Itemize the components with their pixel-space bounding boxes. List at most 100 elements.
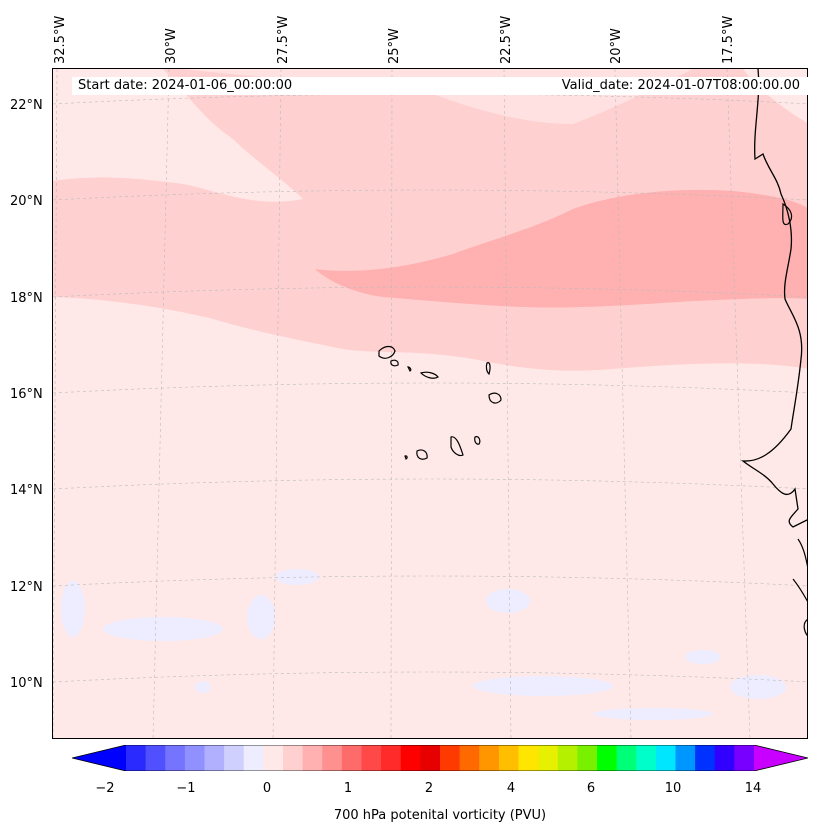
parallel bbox=[53, 671, 807, 683]
valid-date-text: Valid_date: 2024-01-07T08:00:00.00 bbox=[561, 78, 800, 93]
colorbar-segment bbox=[283, 745, 304, 771]
lon-label: 20°W bbox=[609, 28, 624, 64]
lat-label: 12°N bbox=[10, 580, 43, 595]
colorbar-segment bbox=[302, 745, 323, 771]
pv-field-negative bbox=[685, 650, 721, 664]
pv-field-negative bbox=[730, 675, 786, 699]
colorbar-segment bbox=[675, 745, 696, 771]
colorbar bbox=[72, 745, 808, 771]
colorbar-segment bbox=[636, 745, 657, 771]
pv-field-lighter bbox=[53, 69, 303, 202]
island bbox=[404, 455, 408, 460]
colorbar-segment bbox=[577, 745, 598, 771]
cape-verde-islands bbox=[378, 345, 502, 460]
lon-label: 22.5°W bbox=[499, 15, 514, 64]
colorbar-tick-label: 1 bbox=[343, 781, 353, 796]
colorbar-segment bbox=[381, 745, 402, 771]
parallel bbox=[53, 382, 807, 394]
colorbar-segment bbox=[518, 745, 539, 771]
colorbar-tick-label: 10 bbox=[664, 781, 682, 796]
colorbar-segment bbox=[224, 745, 245, 771]
pv-field-negative bbox=[486, 589, 530, 613]
parallel bbox=[53, 575, 807, 587]
island bbox=[390, 359, 399, 367]
meridian bbox=[152, 69, 170, 738]
pv-field-medium bbox=[315, 189, 807, 308]
colorbar-tick-label: 6 bbox=[586, 781, 596, 796]
lon-label: 27.5°W bbox=[276, 15, 291, 64]
island bbox=[407, 366, 412, 372]
colorbar-tick-label: 0 bbox=[262, 781, 272, 796]
pv-field-negative bbox=[473, 676, 613, 696]
parallel bbox=[53, 478, 807, 490]
pv-field-negative bbox=[247, 595, 275, 639]
lat-label: 10°N bbox=[10, 676, 43, 691]
lon-label: 25°W bbox=[387, 28, 402, 64]
lat-label: 22°N bbox=[10, 98, 43, 113]
pv-field-negative bbox=[103, 617, 223, 641]
colorbar-segment bbox=[126, 745, 147, 771]
colorbar-tick-label: 2 bbox=[424, 781, 434, 796]
pv-field-negative bbox=[275, 569, 319, 585]
lat-label: 14°N bbox=[10, 483, 43, 498]
colorbar-segment bbox=[714, 745, 735, 771]
lat-label: 16°N bbox=[10, 387, 43, 402]
coastline bbox=[740, 69, 807, 528]
colorbar-segment bbox=[498, 745, 519, 771]
date-bar: Start date: 2024-01-06_00:00:00 Valid_da… bbox=[72, 77, 808, 95]
coastline bbox=[792, 538, 807, 636]
island bbox=[474, 436, 481, 445]
pv-field-negative bbox=[593, 708, 713, 720]
meridian bbox=[614, 69, 632, 738]
colorbar-tick-label: 4 bbox=[506, 781, 516, 796]
colorbar-segment bbox=[734, 745, 755, 771]
meridian bbox=[503, 69, 512, 738]
colorbar-segment bbox=[597, 745, 618, 771]
meridian bbox=[272, 69, 282, 738]
colorbar-tick-label: −2 bbox=[95, 781, 115, 796]
colorbar-extend-min bbox=[72, 745, 126, 771]
island bbox=[419, 371, 439, 379]
lon-label: 32.5°W bbox=[53, 15, 68, 64]
coastline bbox=[782, 202, 793, 226]
colorbar-segment bbox=[243, 745, 264, 771]
lat-label: 18°N bbox=[10, 291, 43, 306]
meridian bbox=[390, 69, 393, 738]
colorbar-segment bbox=[361, 745, 382, 771]
start-date-text: Start date: 2024-01-06_00:00:00 bbox=[78, 78, 293, 93]
colorbar-tick-label: −1 bbox=[176, 781, 196, 796]
colorbar-segment bbox=[557, 745, 578, 771]
island bbox=[485, 362, 491, 376]
colorbar-segment bbox=[165, 745, 186, 771]
colorbar-segment bbox=[655, 745, 676, 771]
map-plot-area bbox=[52, 68, 808, 739]
meridian bbox=[53, 69, 58, 738]
colorbar-segment bbox=[263, 745, 284, 771]
colorbar-segment bbox=[145, 745, 166, 771]
pv-field-negative bbox=[195, 681, 211, 693]
colorbar-segment bbox=[616, 745, 637, 771]
island bbox=[450, 436, 464, 457]
colorbar-segment bbox=[341, 745, 362, 771]
colorbar-segment bbox=[322, 745, 343, 771]
lat-label: 20°N bbox=[10, 194, 43, 209]
graticule bbox=[53, 69, 807, 738]
colorbar-segment bbox=[479, 745, 500, 771]
lon-label: 17.5°W bbox=[721, 15, 736, 64]
parallel bbox=[53, 189, 807, 201]
colorbar-segment bbox=[695, 745, 716, 771]
colorbar-segment bbox=[440, 745, 461, 771]
colorbar-segment bbox=[400, 745, 421, 771]
island bbox=[416, 449, 428, 460]
lon-label: 30°W bbox=[164, 28, 179, 64]
colorbar-label: 700 hPa potenital vorticity (PVU) bbox=[333, 808, 547, 823]
colorbar-segment bbox=[204, 745, 225, 771]
pv-field-negative bbox=[61, 581, 85, 637]
colorbar-segment bbox=[184, 745, 205, 771]
map-svg bbox=[53, 69, 807, 738]
parallel bbox=[53, 286, 807, 298]
island bbox=[488, 392, 502, 404]
island bbox=[378, 345, 396, 359]
meridian bbox=[726, 69, 751, 738]
colorbar-segment bbox=[459, 745, 480, 771]
